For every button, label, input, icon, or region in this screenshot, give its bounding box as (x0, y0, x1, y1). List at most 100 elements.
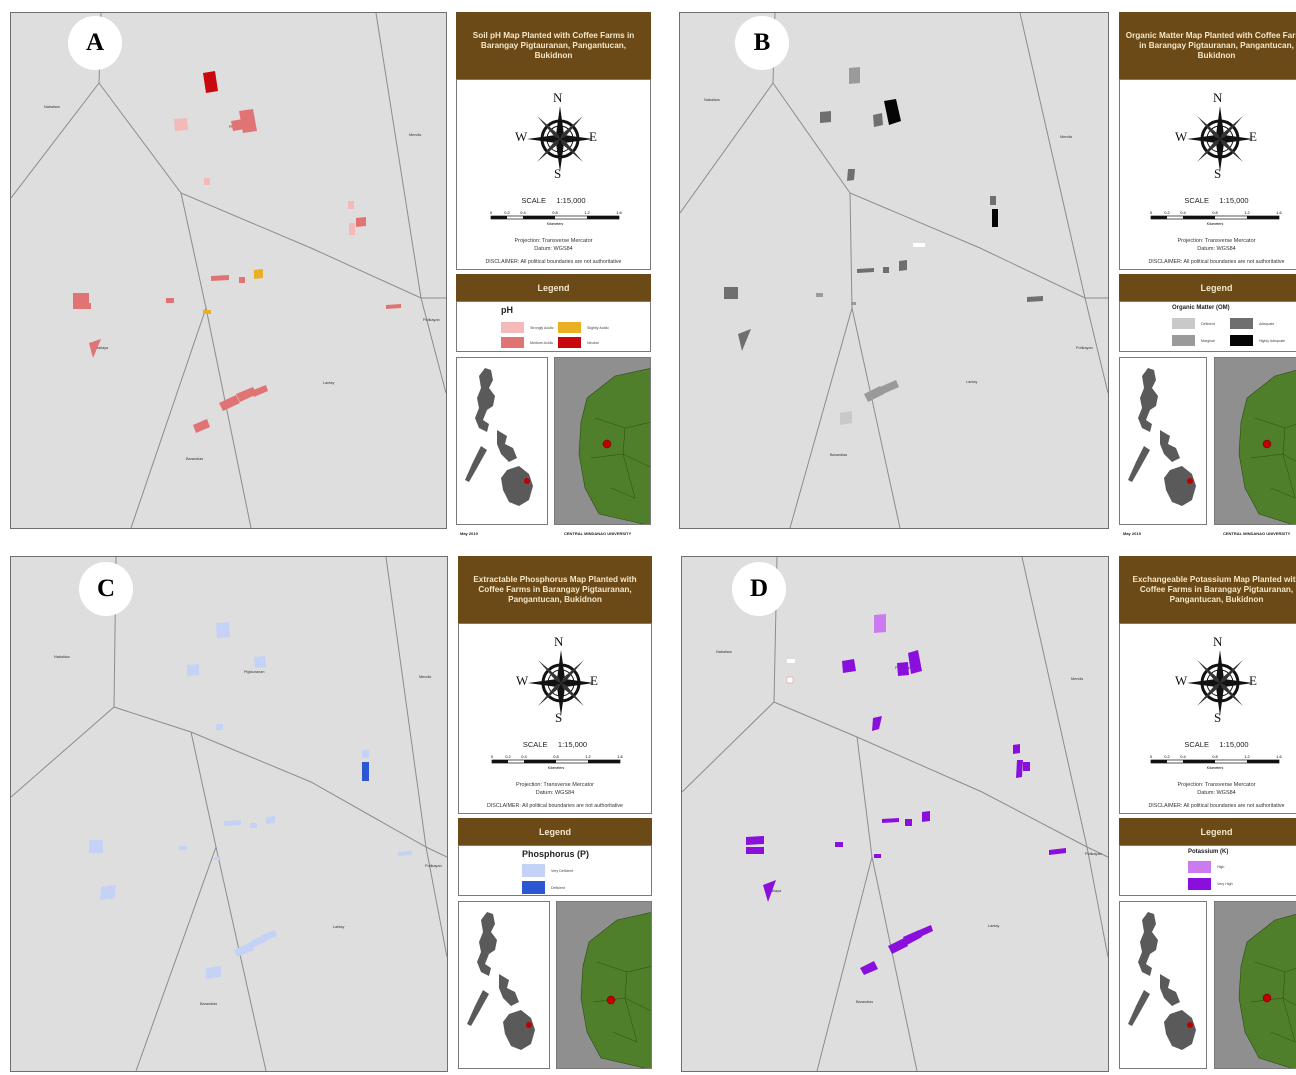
farm-plot[interactable] (899, 260, 907, 271)
farm-plot[interactable] (254, 269, 263, 279)
farm-plot[interactable] (849, 67, 860, 84)
farm-plot[interactable] (206, 966, 221, 979)
side-panel-d: Exchangeable Potassium Map Planted with … (1119, 556, 1296, 1075)
west-label: W (515, 129, 528, 144)
farm-plot[interactable] (266, 816, 275, 824)
farm-plot[interactable] (216, 622, 230, 638)
farm-plot[interactable] (362, 762, 369, 781)
farm-plot[interactable] (880, 380, 899, 394)
farm-plot[interactable] (746, 847, 764, 854)
scale-tick: 0.4 (520, 210, 526, 215)
farm-plot[interactable] (763, 880, 776, 902)
farm-plot[interactable] (897, 662, 909, 676)
farm-plot[interactable] (234, 942, 254, 957)
farm-plot[interactable] (888, 938, 908, 954)
farm-plot[interactable] (1016, 760, 1023, 778)
philippines-outline (1128, 368, 1196, 506)
farm-plot[interactable] (100, 885, 116, 900)
farm-plot[interactable] (211, 275, 229, 281)
farm-plot[interactable] (249, 935, 267, 948)
place-potikayan: Potikayan (423, 318, 440, 322)
map-frame-a: Nabaliwa Mendis Potikayan Lantay Barandi… (10, 12, 447, 529)
farm-plot[interactable] (356, 217, 366, 227)
farm-plot[interactable] (917, 925, 933, 937)
farm-plot[interactable] (203, 310, 211, 314)
farm-plot[interactable] (73, 303, 91, 309)
farm-plot[interactable] (847, 169, 855, 181)
farm-plot[interactable] (89, 339, 101, 358)
scale-label: SCALE 1:15,000 (1120, 196, 1296, 205)
footer-date: May 2019 (1123, 531, 1141, 536)
farm-plot[interactable] (231, 119, 245, 131)
farm-plot[interactable] (746, 836, 764, 845)
farm-plot[interactable] (842, 659, 856, 673)
farm-plot[interactable] (786, 676, 794, 684)
farm-plot[interactable] (724, 287, 738, 299)
farm-plot[interactable] (905, 819, 912, 826)
farm-plot[interactable] (214, 857, 221, 860)
scale-tick: 0.2 (1164, 210, 1170, 215)
farm-plot[interactable] (166, 298, 174, 303)
farm-plot[interactable] (187, 664, 199, 676)
farm-plot[interactable] (860, 961, 878, 975)
legend-item: Adequate (1230, 318, 1274, 329)
farm-plot[interactable] (787, 659, 795, 663)
farm-plot[interactable] (872, 716, 882, 731)
farm-plots (73, 71, 401, 433)
farm-plot[interactable] (922, 811, 930, 822)
farm-plot[interactable] (224, 820, 241, 826)
farm-plot[interactable] (738, 329, 751, 351)
farm-plot[interactable] (204, 178, 210, 185)
farm-plot[interactable] (1013, 744, 1020, 754)
compass-rose-icon (528, 650, 594, 716)
farm-plot[interactable] (835, 842, 843, 847)
farm-plot[interactable] (261, 930, 277, 941)
farm-plot[interactable] (89, 840, 103, 853)
legend-swatch (1172, 335, 1195, 346)
farm-plot[interactable] (874, 854, 881, 858)
legend-heading: Legend (456, 274, 651, 301)
farm-plot[interactable] (250, 823, 257, 828)
farm-plot[interactable] (219, 395, 240, 411)
boundary-lines (680, 13, 1108, 528)
farm-plot[interactable] (883, 267, 889, 273)
farm-plot[interactable] (840, 411, 852, 425)
farm-plot[interactable] (990, 196, 996, 205)
farm-plot[interactable] (362, 750, 369, 758)
farm-plot[interactable] (1023, 762, 1030, 771)
farm-plot[interactable] (851, 302, 856, 305)
farm-plot[interactable] (193, 419, 210, 433)
farm-plot[interactable] (73, 293, 89, 303)
datum-line: Datum: WGS84 (534, 246, 573, 252)
farm-plot[interactable] (174, 118, 188, 131)
farm-plot[interactable] (874, 614, 886, 633)
scale-tick: 0 (491, 754, 494, 759)
legend-label: Deficient (551, 885, 565, 890)
farm-plot[interactable] (386, 304, 401, 309)
farm-plot[interactable] (816, 293, 823, 297)
farm-plot[interactable] (398, 851, 412, 856)
farm-plot[interactable] (992, 209, 998, 227)
farm-plot[interactable] (873, 113, 883, 127)
farm-plot[interactable] (857, 268, 874, 273)
farm-plot[interactable] (864, 386, 884, 402)
farm-plot[interactable] (348, 201, 354, 209)
farm-plot[interactable] (884, 99, 901, 125)
location-marker-icon (1187, 478, 1193, 484)
farm-plot[interactable] (254, 656, 266, 668)
farm-plot[interactable] (903, 930, 922, 945)
farm-plot[interactable] (216, 724, 223, 730)
farm-plot[interactable] (882, 818, 899, 823)
map-frame-b: Nabaliwa Mendis Potikayan Lantay Barandi… (679, 12, 1109, 529)
farm-plot[interactable] (908, 650, 922, 674)
farm-plot[interactable] (179, 846, 187, 850)
farm-plot[interactable] (820, 111, 831, 123)
farm-plot[interactable] (251, 385, 268, 397)
farm-plot[interactable] (239, 277, 245, 283)
farm-plot[interactable] (913, 243, 925, 247)
farm-plot[interactable] (349, 223, 355, 235)
farm-plot[interactable] (203, 71, 218, 93)
farm-plot[interactable] (1049, 848, 1066, 855)
legend-label: Highly Adequate (1259, 338, 1286, 343)
farm-plot[interactable] (1027, 296, 1043, 302)
